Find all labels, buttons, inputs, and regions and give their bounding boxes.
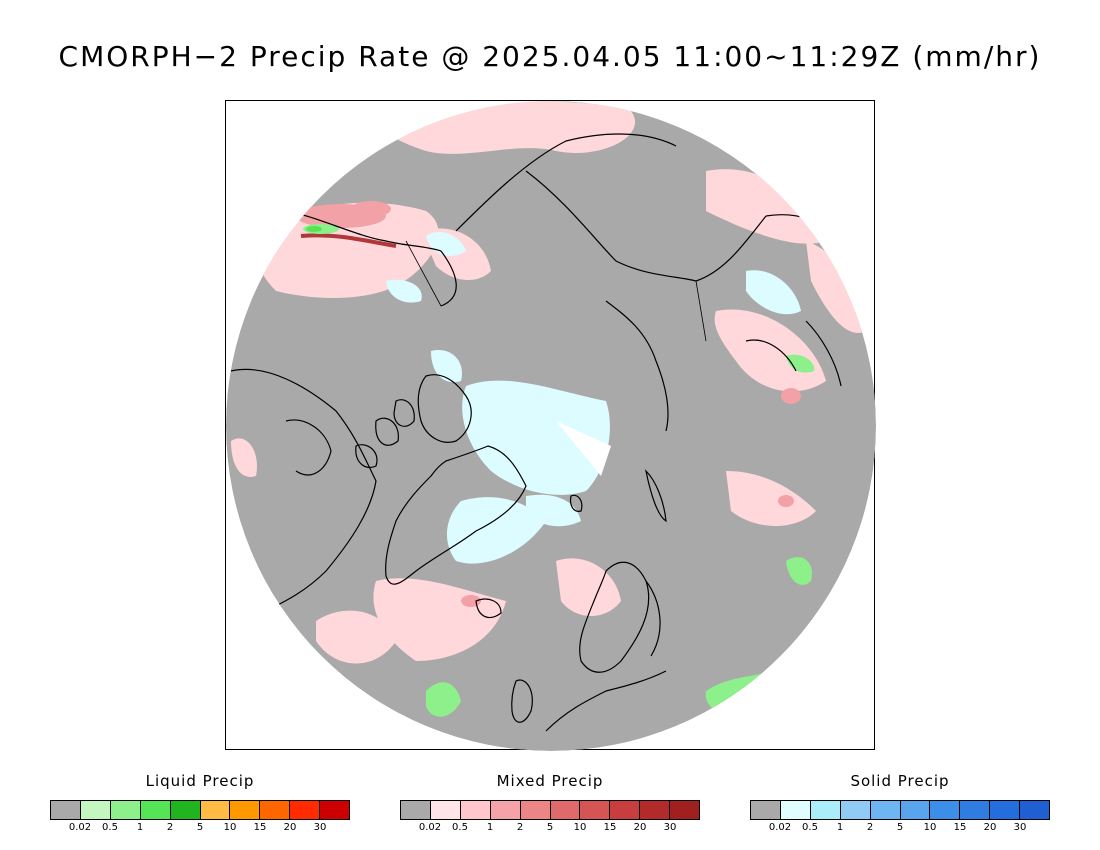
- liquid-precip-moderate: [306, 226, 322, 232]
- legend-solid-tick-label: 10: [923, 822, 937, 833]
- legend-mixed-title: Mixed Precip: [496, 772, 604, 790]
- legend-mixed-tick-label: 15: [603, 822, 617, 833]
- legend-mixed-tick-label: 0.02: [418, 822, 442, 833]
- legend-liquid-swatch: [290, 801, 321, 819]
- legend-liquid-swatch: [80, 801, 111, 819]
- legend-liquid-title: Liquid Precip: [145, 772, 255, 790]
- legend-solid-ticks: 0.02 0.5 1 2 5 10 15 20 30: [750, 822, 1050, 836]
- legend-solid-tick-label: 2: [866, 822, 874, 833]
- legend-solid-swatch: [840, 801, 871, 819]
- legend-liquid-swatch: [200, 801, 231, 819]
- legend-mixed-swatch: [460, 801, 491, 819]
- legend-solid-tick-label: 5: [896, 822, 904, 833]
- legend-solid-swatch: [900, 801, 931, 819]
- legend-mixed-swatch: [490, 801, 521, 819]
- legend-liquid-swatch: [320, 801, 350, 819]
- legend-solid-tick-label: 1: [836, 822, 844, 833]
- legend-mixed-swatch: [520, 801, 551, 819]
- map-panel: [225, 100, 876, 751]
- legend-solid-tick-label: 15: [953, 822, 967, 833]
- mixed-precip-band: [300, 233, 397, 248]
- polar-precip-map: [226, 101, 876, 751]
- legend-mixed-ticks: 0.02 0.5 1 2 5 10 15 20 30: [400, 822, 700, 836]
- legend-solid-swatch: [751, 801, 781, 819]
- legend-mixed-swatch: [401, 801, 431, 819]
- mixed-precip-heavier: [296, 201, 801, 607]
- legend-mixed-tick-label: 0.5: [452, 822, 468, 833]
- legend-solid-tick-label: 0.5: [802, 822, 818, 833]
- legend-solid-swatch: [960, 801, 991, 819]
- legend-liquid-tick-label: 20: [283, 822, 297, 833]
- legend-mixed-tick-label: 1: [486, 822, 494, 833]
- legend-liquid-swatch: [170, 801, 201, 819]
- legend-mixed-swatch: [430, 801, 461, 819]
- legend-liquid-colorbar: [50, 800, 350, 820]
- legend-mixed-swatch: [580, 801, 611, 819]
- no-data-wedge: [556, 421, 611, 476]
- legend-solid-swatch: [780, 801, 811, 819]
- legend-solid: Solid Precip 0.02 0.5 1 2 5 10 15 20 30: [750, 772, 1050, 836]
- legend-mixed-tick-label: 2: [516, 822, 524, 833]
- legend-liquid-swatch: [260, 801, 291, 819]
- legend-mixed-tick-label: 30: [663, 822, 677, 833]
- legend-solid-tick-label: 0.02: [768, 822, 792, 833]
- legend-mixed-tick-label: 10: [573, 822, 587, 833]
- legend-liquid-ticks: 0.02 0.5 1 2 5 10 15 20 30: [50, 822, 350, 836]
- legend-liquid-tick-label: 15: [253, 822, 267, 833]
- legend-liquid-swatch: [51, 801, 81, 819]
- legend-solid-tick-label: 20: [983, 822, 997, 833]
- legend-mixed-swatch: [670, 801, 700, 819]
- legend-liquid-tick-label: 30: [313, 822, 327, 833]
- legend-liquid-swatch: [140, 801, 171, 819]
- legend-liquid-tick-label: 1: [136, 822, 144, 833]
- legend-liquid-tick-label: 0.02: [68, 822, 92, 833]
- legend-mixed: Mixed Precip 0.02 0.5 1 2 5 10 15 20 30: [400, 772, 700, 836]
- legend-liquid-swatch: [230, 801, 261, 819]
- legend-liquid-swatch: [110, 801, 141, 819]
- legend-solid-colorbar: [750, 800, 1050, 820]
- legend-liquid-tick-label: 5: [196, 822, 204, 833]
- legend-liquid-tick-label: 10: [223, 822, 237, 833]
- legend-solid-tick-label: 30: [1013, 822, 1027, 833]
- legend-liquid-tick-label: 2: [166, 822, 174, 833]
- legend-mixed-swatch: [610, 801, 641, 819]
- solid-precip-areas: [386, 231, 801, 564]
- legend-mixed-swatch: [640, 801, 671, 819]
- legend-liquid-tick-label: 0.5: [102, 822, 118, 833]
- legend-solid-swatch: [810, 801, 841, 819]
- legend-solid-swatch: [870, 801, 901, 819]
- legend-solid-swatch: [1020, 801, 1050, 819]
- legend-solid-title: Solid Precip: [850, 772, 950, 790]
- legend-liquid: Liquid Precip 0.02 0.5 1 2 5 10 15 20 30: [50, 772, 350, 836]
- legend-solid-swatch: [990, 801, 1021, 819]
- legend-mixed-swatch: [550, 801, 581, 819]
- legend-solid-swatch: [930, 801, 961, 819]
- map-title: CMORPH−2 Precip Rate @ 2025.04.05 11:00~…: [58, 40, 1042, 73]
- legend-mixed-tick-label: 5: [546, 822, 554, 833]
- legend-mixed-tick-label: 20: [633, 822, 647, 833]
- coastlines: [230, 133, 847, 732]
- legend-mixed-colorbar: [400, 800, 700, 820]
